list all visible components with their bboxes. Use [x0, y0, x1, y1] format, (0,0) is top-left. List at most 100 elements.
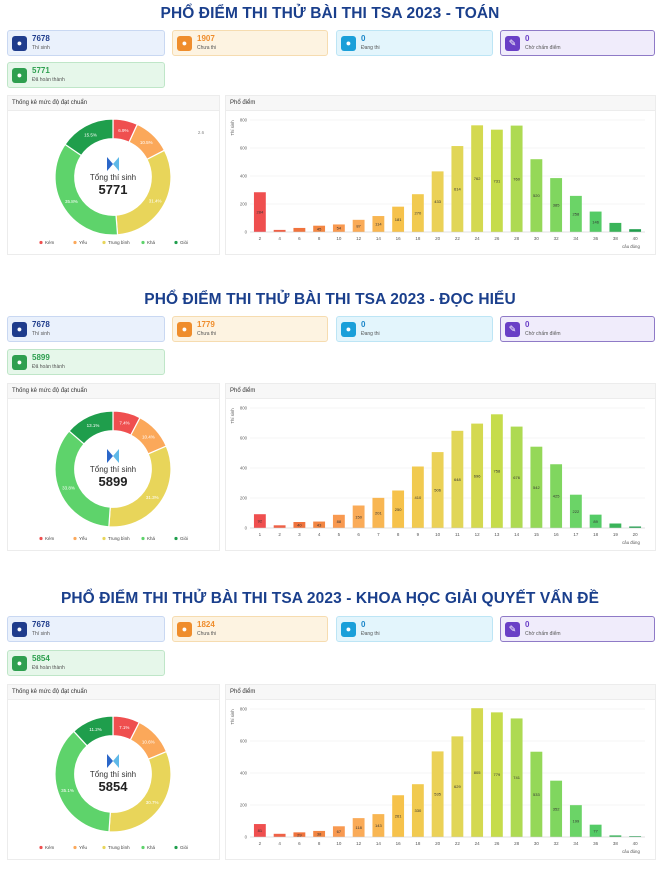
stray-label: 2.6 — [198, 130, 205, 135]
x-tick-label: 24 — [475, 841, 481, 846]
bar-value-label: 258 — [573, 211, 580, 216]
legend-swatch — [174, 240, 178, 245]
card-value: 7678 — [32, 320, 50, 329]
bar — [451, 430, 464, 528]
legend-label: Giỏi — [180, 844, 188, 850]
pen-icon: ✎ — [505, 36, 520, 51]
card-dang-thi: ● 0 Đang thi — [336, 316, 493, 342]
x-tick-label: 14 — [514, 532, 520, 537]
bar — [471, 125, 484, 232]
legend-swatch — [39, 240, 43, 245]
section-toan: PHỔ ĐIỂM THI THỬ BÀI THI TSA 2023 - TOÁN… — [0, 0, 660, 262]
x-tick-label: 8 — [318, 841, 321, 846]
x-tick-label: 6 — [298, 236, 301, 241]
bar-value-label: 54 — [337, 226, 342, 231]
bar-value-label: 410 — [415, 495, 422, 500]
x-tick-label: 4 — [278, 841, 281, 846]
card-label: Thí sinh — [32, 631, 50, 637]
x-tick-label: 15 — [534, 532, 540, 537]
card-label: Thí sinh — [32, 331, 50, 337]
donut-slice-5 — [64, 118, 114, 157]
bar — [451, 146, 464, 232]
bar-value-label: 118 — [355, 825, 362, 830]
x-tick-label: 10 — [336, 236, 342, 241]
bar — [372, 216, 385, 232]
bar — [431, 751, 444, 837]
slice-value-label: 35.1% — [61, 788, 74, 793]
y-axis-label: Thí sinh — [230, 408, 235, 424]
bar-value-label: 250 — [395, 507, 402, 512]
bar — [313, 830, 326, 837]
card-thi-sinh: ● 7678 Thí sinh — [7, 30, 165, 56]
bar-value-label: 181 — [395, 217, 402, 222]
donut-center-label: Tổng thí sinh — [90, 465, 136, 474]
x-tick-label: 28 — [514, 236, 520, 241]
legend-swatch — [73, 240, 77, 245]
legend-swatch — [102, 240, 106, 245]
legend-swatch — [102, 536, 106, 541]
x-tick-label: 10 — [336, 841, 342, 846]
section-title: PHỔ ĐIỂM THI THỬ BÀI THI TSA 2023 - KHOA… — [60, 590, 600, 607]
donut-slice-5 — [72, 715, 114, 747]
slice-value-label: 7.1% — [119, 725, 129, 730]
donut-center-label: Tổng thí sinh — [90, 173, 136, 182]
bar-value-label: 741 — [513, 775, 520, 780]
x-tick-label: 8 — [318, 236, 321, 241]
x-tick-label: 40 — [633, 236, 639, 241]
x-tick-label: 4 — [318, 532, 321, 537]
card-hoan-thanh: ● 5771 Đã hoàn thành — [7, 62, 165, 88]
donut-chart: 6.9% 10.5% 31.4% 35.8% 15.5% Tổng thí sinh577… — [39, 118, 205, 245]
bar-value-label: 87 — [356, 223, 361, 228]
bar-value-label: 43 — [317, 522, 322, 527]
y-tick-label: 0 — [245, 230, 248, 235]
card-dang-thi: ● 0 Đang thi — [336, 616, 493, 642]
x-tick-label: 26 — [494, 841, 500, 846]
donut-center-value: 5771 — [99, 182, 128, 197]
bar — [569, 805, 582, 837]
bar — [313, 521, 326, 528]
legend-label: Trung bình — [108, 536, 130, 541]
x-axis-label: câu đúng — [622, 540, 640, 545]
card-hoan-thanh: ● 5899 Đã hoàn thành — [7, 349, 165, 375]
legend-swatch — [39, 536, 43, 541]
bar — [510, 426, 523, 528]
panel-title: Phổ điểm — [226, 685, 655, 700]
bar-chart: 0 200 400 600 800 Thí sinh 81 29 38 67 118 143 261 33… — [230, 707, 645, 854]
user-wait-icon: ● — [177, 622, 192, 637]
bar — [332, 826, 345, 837]
card-label: Đã hoàn thành — [32, 364, 65, 370]
bar — [332, 224, 345, 232]
panel-title: Thống kê mức độ đạt chuẩn — [8, 96, 219, 111]
bar-value-label: 284 — [257, 210, 264, 215]
x-tick-label: 1 — [259, 532, 262, 537]
bar-value-label: 146 — [592, 219, 599, 224]
card-label: Đã hoàn thành — [32, 665, 65, 671]
bar — [392, 490, 405, 528]
legend-label: Yếu — [79, 845, 88, 850]
pen-icon: ✎ — [505, 322, 520, 337]
slice-value-label: 10.4% — [142, 434, 155, 439]
logo-icon — [107, 157, 119, 171]
card-chua-thi: ● 1824 Chưa thi — [172, 616, 328, 642]
y-axis-label: Thí sinh — [230, 709, 235, 725]
x-tick-label: 20 — [435, 841, 441, 846]
bar-panel: Phổ điểm 0 200 400 600 800 Thí sinh 284 45 54 87 1… — [225, 95, 656, 255]
bar — [550, 178, 563, 232]
bar — [392, 206, 405, 232]
slice-value-label: 10.5% — [140, 140, 153, 145]
legend-label: Giỏi — [180, 535, 188, 541]
x-tick-label: 3 — [298, 532, 301, 537]
x-tick-label: 30 — [534, 236, 540, 241]
bar-value-label: 89 — [593, 519, 598, 524]
bar-value-label: 77 — [593, 828, 598, 833]
bar — [490, 129, 503, 232]
bar — [352, 219, 365, 232]
users-icon: ● — [12, 36, 27, 51]
bar — [313, 225, 326, 232]
users-icon: ● — [12, 622, 27, 637]
bar — [510, 125, 523, 232]
bar — [530, 446, 543, 528]
x-tick-label: 38 — [613, 236, 619, 241]
bar-value-label: 779 — [494, 772, 501, 777]
